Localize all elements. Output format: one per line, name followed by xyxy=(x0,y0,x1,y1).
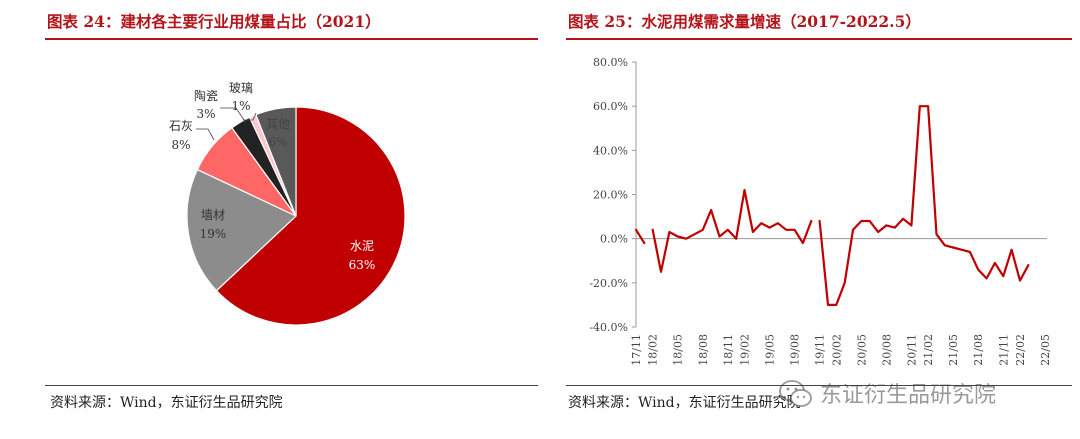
watermark-text: 东证衍生品研究院 xyxy=(820,383,997,408)
x-tick-label: 17/11 xyxy=(630,334,643,366)
wechat-icon xyxy=(779,380,812,407)
pie-label-name: 玻璃 xyxy=(229,81,253,95)
x-tick-label: 18/11 xyxy=(722,334,735,366)
pie-slice-2 xyxy=(186,168,298,292)
pie-label-value: 6% xyxy=(268,135,287,149)
x-tick-label: 19/11 xyxy=(814,334,827,366)
pie-label-name: 其他 xyxy=(266,117,290,131)
pie-chart: 水泥 63% 墙材 19% 石灰 8% 陶瓷 3% 玻璃 1% 其他 6% xyxy=(169,81,406,326)
x-tick-label: 21/08 xyxy=(972,334,985,366)
x-tick-label: 20/08 xyxy=(880,334,893,366)
pie-label-value: 3% xyxy=(196,107,215,121)
x-tick-label: 19/08 xyxy=(789,334,802,366)
right-panel: 图表 25：水泥用煤需求量增速（2017-2022.5） 80.0% 60.0% 4… xyxy=(540,0,1080,439)
x-tick-label: 20/05 xyxy=(855,334,868,366)
y-tick-label: 80.0% xyxy=(593,56,628,69)
y-tick-label: 0.0% xyxy=(600,233,628,246)
x-tick-label: 19/02 xyxy=(739,334,752,366)
pie-label-name: 水泥 xyxy=(350,239,374,253)
x-tick-label: 20/11 xyxy=(905,334,918,366)
pie-leader-line xyxy=(196,128,215,141)
left-panel: 图表 24：建材各主要行业用煤量占比（2021） 水泥 63% 墙材 19% 石灰 8% 陶… xyxy=(45,12,538,411)
line-chart: 80.0% 60.0% 40.0% 20.0% 0.0% -20.0% -40.0%17/1… xyxy=(589,56,1052,366)
pie-leader-line xyxy=(243,112,257,121)
right-source-note: 资料来源：Wind，东证衍生品研究院 xyxy=(568,395,801,411)
x-tick-label: 20/02 xyxy=(830,334,843,366)
x-tick-label: 18/05 xyxy=(672,334,685,366)
y-tick-label: -40.0% xyxy=(589,321,628,334)
x-tick-label: 19/05 xyxy=(764,334,777,366)
series-line-segment-2 xyxy=(651,189,813,273)
x-tick-label: 21/05 xyxy=(947,334,960,366)
x-tick-label: 18/08 xyxy=(697,334,710,366)
y-tick-label: 20.0% xyxy=(593,189,628,202)
left-source-note: 资料来源：Wind，东证衍生品研究院 xyxy=(50,395,283,411)
pie-slice-6 xyxy=(255,106,297,217)
pie-slice-1 xyxy=(215,106,406,326)
x-tick-label: 21/02 xyxy=(922,334,935,366)
pie-label-value: 1% xyxy=(231,99,250,113)
pie-label-value: 19% xyxy=(200,227,227,241)
left-chart-title: 图表 24：建材各主要行业用煤量占比（2021） xyxy=(47,12,381,31)
right-bottom-rule xyxy=(566,385,1072,386)
pie-leader-line xyxy=(220,107,247,124)
x-tick-label: 21/11 xyxy=(997,334,1010,366)
pie-label-value: 63% xyxy=(349,258,376,272)
right-title-rule xyxy=(566,38,1072,40)
pie-label-name: 石灰 xyxy=(169,119,193,133)
series-line-segment-3 xyxy=(818,105,1030,306)
x-tick-label: 22/02 xyxy=(1014,334,1027,366)
watermark: 东证衍生品研究院 xyxy=(778,375,1068,411)
y-tick-label: 60.0% xyxy=(593,100,628,113)
left-bottom-rule xyxy=(45,385,538,386)
series-line-segment-1 xyxy=(634,228,646,245)
left-title-rule xyxy=(45,38,538,40)
y-tick-label: 40.0% xyxy=(593,144,628,157)
x-tick-label: 22/05 xyxy=(1039,334,1052,366)
pie-label-name: 墙材 xyxy=(201,208,225,222)
pie-label-name: 陶瓷 xyxy=(194,88,218,103)
x-tick-label: 18/02 xyxy=(647,334,660,366)
pie-label-value: 8% xyxy=(171,138,190,152)
y-tick-label: -20.0% xyxy=(589,277,628,290)
right-chart-title: 图表 25：水泥用煤需求量增速（2017-2022.5） xyxy=(568,12,921,31)
